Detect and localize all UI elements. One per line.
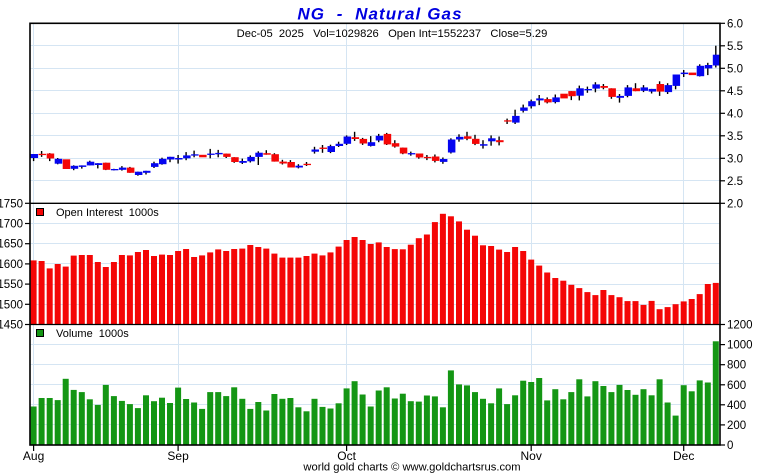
svg-text:Dec: Dec: [673, 449, 694, 463]
svg-text:Nov: Nov: [521, 449, 542, 463]
svg-text:1200: 1200: [727, 320, 753, 332]
svg-text:Aug: Aug: [23, 449, 44, 463]
svg-text:1750: 1750: [0, 198, 23, 210]
svg-text:5.5: 5.5: [727, 41, 743, 53]
svg-text:6.0: 6.0: [727, 18, 743, 30]
svg-text:1450: 1450: [0, 320, 23, 332]
svg-text:1650: 1650: [0, 239, 23, 251]
svg-text:0: 0: [727, 440, 733, 452]
svg-text:Oct: Oct: [337, 449, 356, 463]
svg-text:2.5: 2.5: [727, 176, 743, 188]
svg-text:NG - Natural Gas: NG - Natural Gas: [297, 5, 462, 24]
svg-text:1600: 1600: [0, 259, 23, 271]
svg-text:Open Interest 1000s: Open Interest 1000s: [56, 207, 159, 219]
svg-text:3.5: 3.5: [727, 131, 743, 143]
svg-text:1550: 1550: [0, 279, 23, 291]
svg-text:400: 400: [727, 400, 746, 412]
svg-text:600: 600: [727, 380, 746, 392]
svg-text:4.0: 4.0: [727, 108, 743, 120]
svg-text:1000: 1000: [727, 340, 753, 352]
svg-text:5.0: 5.0: [727, 63, 743, 75]
svg-text:1700: 1700: [0, 219, 23, 231]
svg-text:200: 200: [727, 420, 746, 432]
svg-text:4.5: 4.5: [727, 86, 743, 98]
svg-text:Sep: Sep: [167, 449, 189, 463]
svg-text:2.0: 2.0: [727, 198, 743, 210]
svg-text:Volume 1000s: Volume 1000s: [56, 328, 129, 340]
svg-text:world gold charts © www.goldch: world gold charts © www.goldchartsrus.co…: [302, 462, 520, 474]
svg-text:1500: 1500: [0, 299, 23, 311]
svg-text:3.0: 3.0: [727, 153, 743, 165]
svg-text:Dec-05 2025 Vol=1029826 O: Dec-05 2025 Vol=1029826 Open Int=1552237…: [237, 28, 548, 40]
svg-text:800: 800: [727, 360, 746, 372]
